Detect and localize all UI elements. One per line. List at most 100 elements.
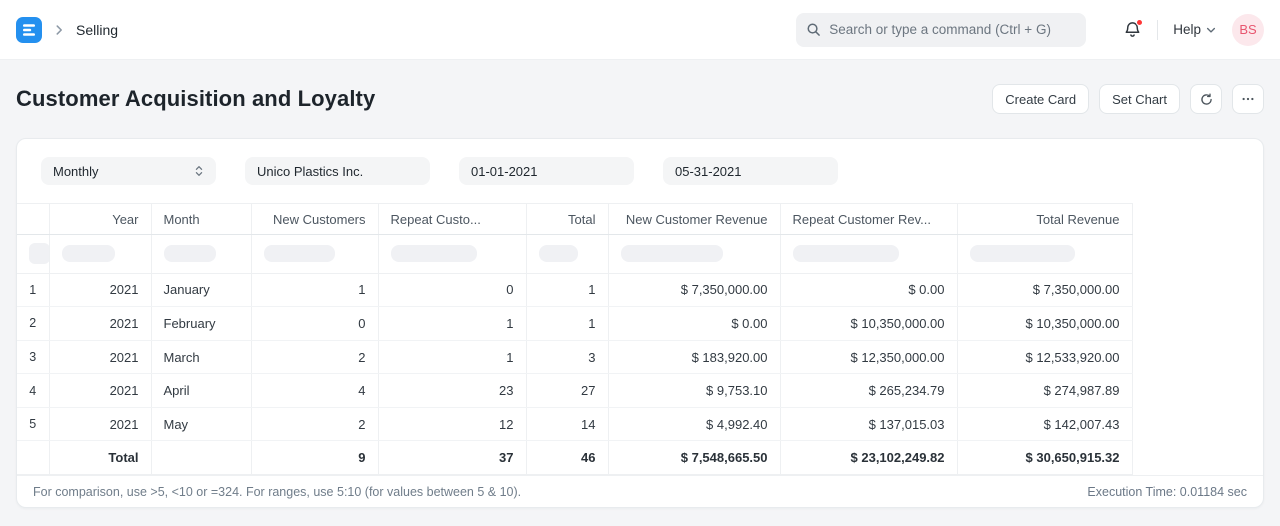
cell-month[interactable]: March [151,340,252,375]
cell-total-revenue[interactable]: $ 7,350,000.00 [957,273,1133,308]
to-date-filter-input[interactable] [663,157,838,185]
report-table-area: Year Month New Customers Repeat Custo...… [17,203,1263,475]
chevron-down-icon [1206,27,1216,33]
table-row[interactable]: 5 2021 May 2 12 14 $ 4,992.40 $ 137,015.… [17,407,1133,442]
refresh-icon [1200,93,1212,105]
user-avatar[interactable]: BS [1232,13,1264,46]
filter-input-placeholder[interactable] [263,245,335,263]
more-options-button[interactable] [1232,84,1264,114]
column-filter-row [17,234,1133,274]
row-index: 5 [17,407,50,442]
filter-checkbox-placeholder[interactable] [29,243,48,265]
refresh-button[interactable] [1190,84,1222,114]
create-card-button[interactable]: Create Card [992,84,1090,114]
cell-month[interactable]: January [151,273,252,308]
cell-new-customers[interactable]: 2 [251,407,379,442]
cell-total-revenue[interactable]: $ 142,007.43 [957,407,1133,442]
cell-repeat-customer-revenue[interactable]: $ 10,350,000.00 [780,306,958,341]
filter-input-placeholder[interactable] [969,245,1075,263]
cell-new-customers[interactable]: 4 [251,373,379,408]
cell-total-revenue[interactable]: $ 10,350,000.00 [957,306,1133,341]
cell-total[interactable]: 14 [526,407,609,442]
breadcrumb: Selling [16,16,119,43]
global-search[interactable] [796,12,1087,47]
total-new-customers: 9 [251,440,379,475]
help-label: Help [1173,22,1201,37]
cell-year[interactable]: 2021 [49,273,152,308]
erpnext-logo-icon[interactable] [16,16,42,43]
cell-total-revenue[interactable]: $ 274,987.89 [957,373,1133,408]
table-row[interactable]: 3 2021 March 2 1 3 $ 183,920.00 $ 12,350… [17,340,1133,375]
cell-new-customer-revenue[interactable]: $ 7,350,000.00 [608,273,781,308]
cell-repeat-customer-revenue[interactable]: $ 265,234.79 [780,373,958,408]
cell-new-customer-revenue[interactable]: $ 0.00 [608,306,781,341]
notifications-bell-icon[interactable] [1123,19,1144,39]
filter-input-placeholder[interactable] [792,245,899,263]
total-row: Total 9 37 46 $ 7,548,665.50 $ 23,102,24… [17,440,1133,475]
row-index-header [17,203,50,235]
column-header-total[interactable]: Total [526,203,609,235]
filter-bar: Monthly [17,139,1263,203]
filter-input-placeholder[interactable] [61,245,116,263]
table-row[interactable]: 1 2021 January 1 0 1 $ 7,350,000.00 $ 0.… [17,273,1133,308]
help-menu[interactable]: Help [1173,22,1217,37]
cell-repeat-customers[interactable]: 1 [378,340,527,375]
report-card: Monthly Year Month New Customers Repeat … [16,138,1264,508]
cell-month[interactable]: April [151,373,252,408]
search-input[interactable] [829,22,1077,37]
cell-month[interactable]: May [151,407,252,442]
cell-month[interactable]: February [151,306,252,341]
table-empty-area [1132,203,1263,475]
table-row[interactable]: 4 2021 April 4 23 27 $ 9,753.10 $ 265,23… [17,373,1133,408]
column-header-month[interactable]: Month [151,203,252,235]
page-title: Customer Acquisition and Loyalty [16,86,376,111]
cell-year[interactable]: 2021 [49,373,152,408]
row-index [17,440,50,475]
total-total: 46 [526,440,609,475]
cell-repeat-customers[interactable]: 1 [378,306,527,341]
cell-year[interactable]: 2021 [49,407,152,442]
notification-dot [1136,19,1144,26]
cell-repeat-customer-revenue[interactable]: $ 137,015.03 [780,407,958,442]
company-filter-input[interactable] [245,157,430,185]
column-header-repeat-customers[interactable]: Repeat Custo... [378,203,527,235]
set-chart-button[interactable]: Set Chart [1099,84,1180,114]
cell-new-customers[interactable]: 1 [251,273,379,308]
cell-new-customer-revenue[interactable]: $ 4,992.40 [608,407,781,442]
cell-total[interactable]: 1 [526,306,609,341]
frequency-select[interactable]: Monthly [41,157,216,185]
cell-repeat-customer-revenue[interactable]: $ 0.00 [780,273,958,308]
cell-new-customers[interactable]: 0 [251,306,379,341]
total-repeat-customer-revenue: $ 23,102,249.82 [780,440,958,475]
filter-input-placeholder[interactable] [620,245,724,263]
filter-input-placeholder[interactable] [390,245,477,263]
cell-total[interactable]: 27 [526,373,609,408]
cell-year[interactable]: 2021 [49,340,152,375]
cell-new-customer-revenue[interactable]: $ 9,753.10 [608,373,781,408]
filter-input-placeholder[interactable] [538,245,579,263]
filter-input-placeholder[interactable] [163,245,216,263]
chevron-up-down-icon [195,166,203,176]
cell-new-customers[interactable]: 2 [251,340,379,375]
table-row[interactable]: 2 2021 February 0 1 1 $ 0.00 $ 10,350,00… [17,306,1133,341]
column-header-repeat-customer-revenue[interactable]: Repeat Customer Rev... [780,203,958,235]
column-header-new-customers[interactable]: New Customers [251,203,379,235]
cell-new-customer-revenue[interactable]: $ 183,920.00 [608,340,781,375]
navbar-right: Help BS [1123,13,1264,46]
column-header-new-customer-revenue[interactable]: New Customer Revenue [608,203,781,235]
page-header: Customer Acquisition and Loyalty Create … [0,60,1280,138]
row-index: 1 [17,273,50,308]
cell-repeat-customer-revenue[interactable]: $ 12,350,000.00 [780,340,958,375]
cell-total-revenue[interactable]: $ 12,533,920.00 [957,340,1133,375]
column-header-total-revenue[interactable]: Total Revenue [957,203,1133,235]
cell-repeat-customers[interactable]: 0 [378,273,527,308]
cell-repeat-customers[interactable]: 23 [378,373,527,408]
cell-total[interactable]: 3 [526,340,609,375]
cell-repeat-customers[interactable]: 12 [378,407,527,442]
cell-total[interactable]: 1 [526,273,609,308]
cell-year[interactable]: 2021 [49,306,152,341]
column-header-year[interactable]: Year [49,203,152,235]
breadcrumb-item-selling[interactable]: Selling [76,21,119,38]
from-date-filter-input[interactable] [459,157,634,185]
row-index: 3 [17,340,50,375]
